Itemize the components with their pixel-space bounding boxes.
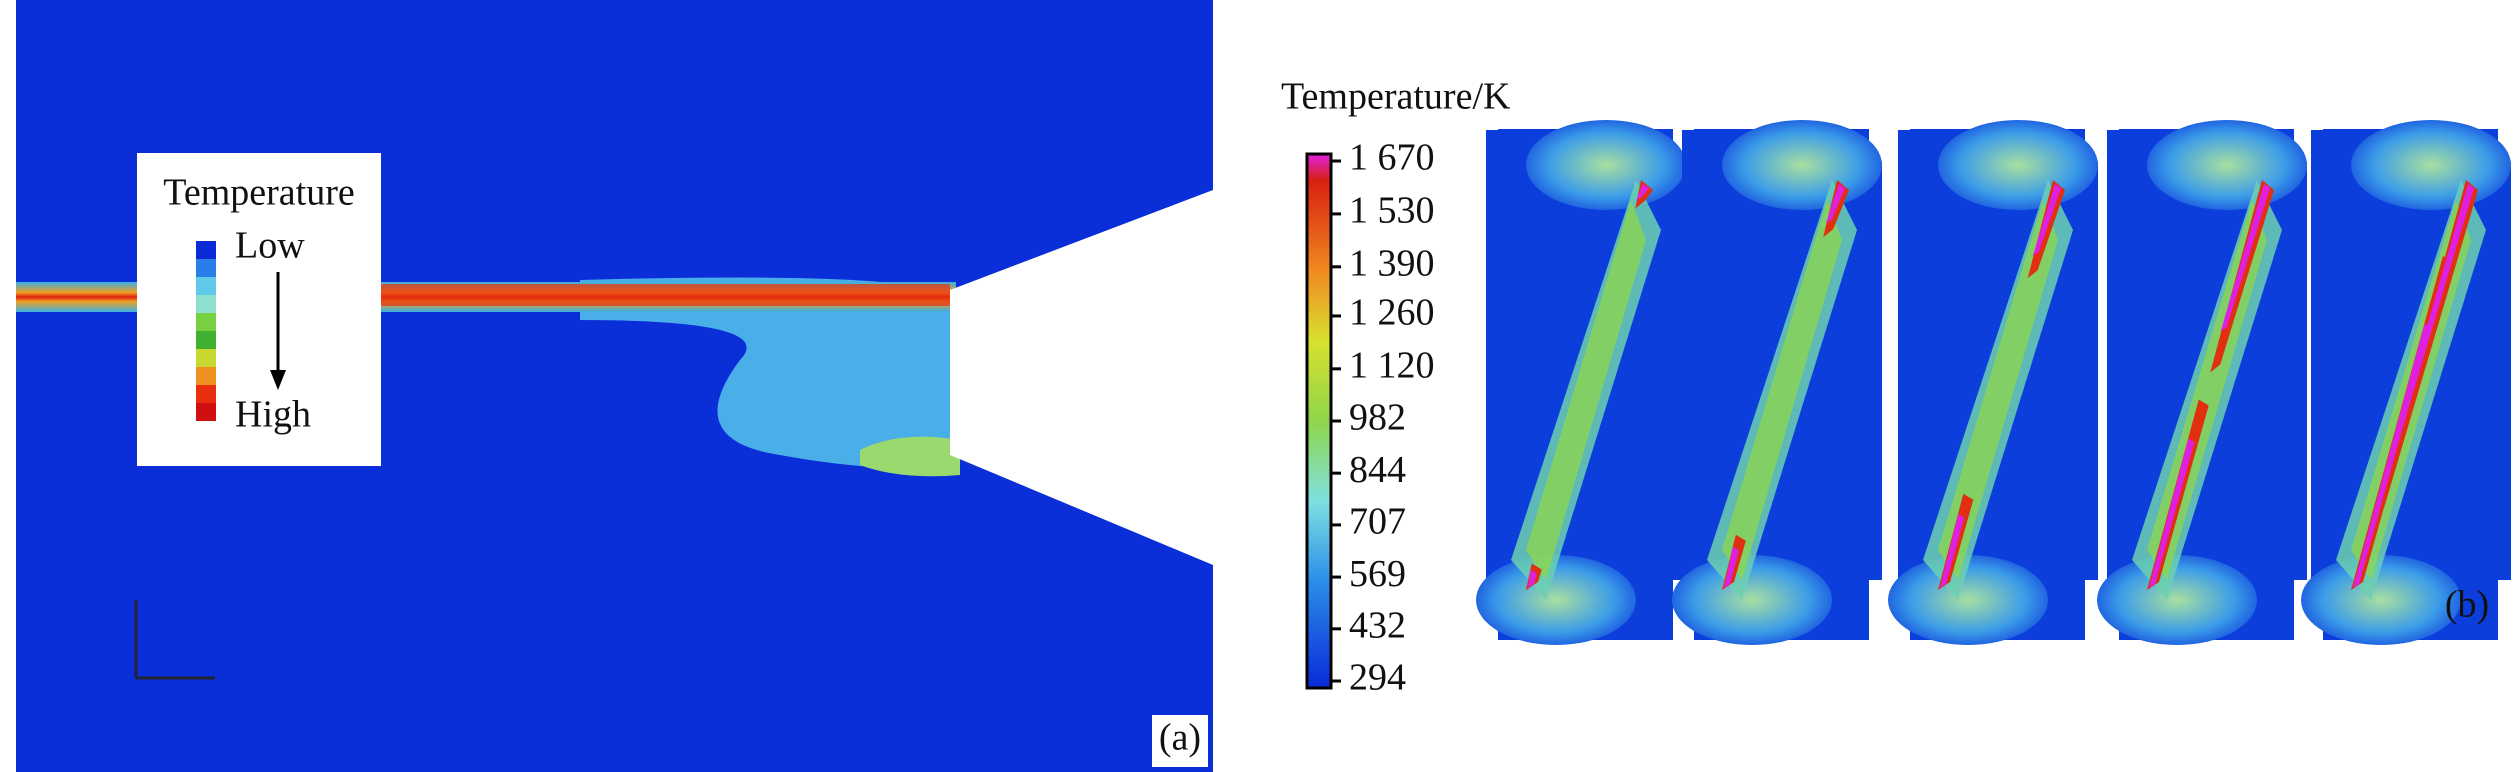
colorbar bbox=[1305, 152, 1333, 690]
swatch bbox=[196, 367, 216, 385]
band bbox=[1526, 200, 1646, 580]
legend-title: Temperature bbox=[163, 172, 354, 214]
hot-core bbox=[1940, 513, 1965, 588]
hot-core bbox=[2220, 184, 2270, 332]
glow bbox=[2147, 120, 2307, 210]
legend-arrowhead bbox=[270, 370, 286, 390]
tick-label: 1 670 bbox=[1349, 137, 1435, 179]
swatch bbox=[196, 313, 216, 331]
tick-label: 294 bbox=[1349, 657, 1406, 699]
panel-label: (a) bbox=[1159, 717, 1201, 759]
panel-b: Temperature/K 1 670 1 530 1 390 1 260 1 120 9… bbox=[1281, 76, 2511, 699]
hot-core bbox=[2032, 184, 2061, 257]
band bbox=[1722, 200, 1842, 580]
tick-label: 1 120 bbox=[1349, 345, 1435, 387]
hot-core bbox=[2353, 323, 2431, 588]
glow bbox=[1888, 555, 2048, 645]
legend-box bbox=[137, 153, 381, 466]
swatch bbox=[196, 349, 216, 367]
nozzle bbox=[950, 190, 1213, 565]
tick-label: 982 bbox=[1349, 397, 1406, 439]
glow bbox=[2097, 555, 2257, 645]
tick-label: 432 bbox=[1349, 605, 1406, 647]
glow bbox=[2351, 120, 2511, 210]
glow bbox=[1722, 120, 1882, 210]
legend-low: Low bbox=[235, 225, 305, 267]
legend-swatches bbox=[196, 241, 216, 421]
colorbar-title: Temperature/K bbox=[1281, 76, 1511, 118]
swatch bbox=[196, 241, 216, 259]
band bbox=[1938, 200, 2058, 580]
tick-label: 844 bbox=[1349, 449, 1406, 491]
hot-core bbox=[2149, 438, 2195, 588]
swatch bbox=[196, 331, 216, 349]
glow bbox=[1938, 120, 2098, 210]
swatch bbox=[196, 277, 216, 295]
label-box bbox=[1152, 715, 1208, 767]
frames bbox=[1476, 120, 2511, 645]
tick-label: 1 390 bbox=[1349, 243, 1435, 285]
glow bbox=[2301, 555, 2461, 645]
hot-core bbox=[1724, 546, 1740, 588]
swatch bbox=[196, 385, 216, 403]
hot-core bbox=[1636, 184, 1649, 201]
panel-a: Temperature Low High (a) bbox=[16, 0, 1213, 772]
colorbar-ticks: 1 670 1 530 1 390 1 260 1 120 982 844 707 569 432… bbox=[1331, 137, 1435, 699]
plume bbox=[580, 277, 950, 470]
glow bbox=[1526, 120, 1686, 210]
jet-core bbox=[380, 284, 950, 306]
legend-high: High bbox=[235, 394, 311, 436]
tick-label: 707 bbox=[1349, 501, 1406, 543]
swatch bbox=[196, 403, 216, 421]
hot-core bbox=[1528, 569, 1537, 588]
glow bbox=[1476, 555, 1636, 645]
tick-label: 1 260 bbox=[1349, 292, 1435, 334]
tick-label: 1 530 bbox=[1349, 190, 1435, 232]
panel-label: (b) bbox=[2445, 584, 2489, 626]
tick-label: 569 bbox=[1349, 553, 1406, 595]
axis-triad bbox=[134, 600, 215, 680]
hot-streak bbox=[1635, 180, 1653, 209]
plume-edge bbox=[860, 436, 960, 477]
swatch bbox=[196, 295, 216, 313]
hot-core bbox=[1825, 184, 1845, 224]
glow bbox=[1672, 555, 1832, 645]
swatch bbox=[196, 259, 216, 277]
